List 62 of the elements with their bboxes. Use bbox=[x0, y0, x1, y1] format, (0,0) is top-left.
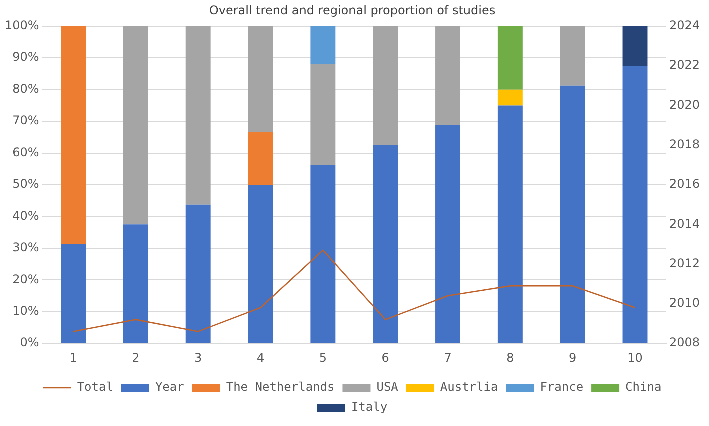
bar bbox=[123, 26, 148, 225]
y-tick-label: 40% bbox=[12, 208, 40, 223]
y2-tick-label: 2022 bbox=[669, 58, 700, 72]
bar bbox=[622, 66, 648, 344]
bar bbox=[61, 26, 86, 244]
legend-label: The Netherlands bbox=[226, 380, 335, 394]
bar bbox=[186, 204, 211, 344]
x-tick-label: 7 bbox=[444, 350, 452, 365]
y2-tick-label: 2018 bbox=[669, 137, 700, 152]
x-tick-label: 8 bbox=[506, 350, 514, 365]
y2-tick-label: 2012 bbox=[669, 256, 700, 270]
y-tick-label: 100% bbox=[4, 18, 40, 33]
x-tick-label: 9 bbox=[569, 350, 577, 365]
bar bbox=[248, 185, 274, 344]
bar bbox=[560, 86, 586, 344]
bar bbox=[310, 165, 336, 344]
y-tick-label: 20% bbox=[12, 272, 40, 286]
legend-label: USA bbox=[376, 380, 400, 394]
x-tick-label: 3 bbox=[194, 350, 202, 365]
y2-tick-label: 2016 bbox=[669, 177, 700, 192]
x-tick-label: 5 bbox=[319, 350, 327, 365]
y-tick-label: 70% bbox=[12, 114, 40, 128]
y-tick-label: 80% bbox=[12, 82, 40, 96]
bar bbox=[622, 26, 648, 66]
bar bbox=[373, 26, 398, 146]
bar bbox=[123, 224, 148, 344]
bar bbox=[436, 126, 460, 344]
legend-label: Austrlia bbox=[440, 380, 498, 394]
y2-tick-label: 2008 bbox=[669, 336, 700, 350]
y2-tick-label: 2020 bbox=[669, 98, 700, 112]
bar bbox=[310, 64, 336, 166]
bar bbox=[310, 26, 336, 64]
y-tick-label: 30% bbox=[12, 240, 40, 255]
bar bbox=[248, 132, 274, 185]
legend-label: Year bbox=[155, 380, 184, 394]
legend-label: France bbox=[540, 380, 584, 394]
y-tick-label: 0% bbox=[20, 336, 40, 350]
legend-label: China bbox=[626, 380, 662, 394]
y2-tick-label: 2010 bbox=[669, 296, 700, 310]
bar bbox=[186, 26, 211, 205]
x-tick-label: 2 bbox=[132, 350, 140, 365]
chart-title: Overall trend and regional proportion of studies bbox=[209, 3, 496, 18]
y-tick-label: 90% bbox=[12, 50, 40, 64]
x-tick-label: 10 bbox=[628, 350, 643, 365]
bar bbox=[498, 90, 523, 106]
y2-tick-label: 2014 bbox=[669, 216, 700, 231]
bar bbox=[61, 244, 86, 344]
y-tick-label: 60% bbox=[12, 145, 40, 160]
x-tick-label: 4 bbox=[256, 350, 265, 365]
legend-label: Total bbox=[77, 380, 114, 394]
bar bbox=[498, 106, 523, 344]
bar bbox=[436, 26, 460, 126]
bar bbox=[248, 26, 274, 132]
x-tick-label: 1 bbox=[70, 350, 78, 365]
bar bbox=[498, 26, 523, 90]
y-tick-label: 10% bbox=[12, 304, 40, 318]
x-tick-label: 6 bbox=[382, 350, 390, 365]
y2-tick-label: 2024 bbox=[669, 18, 700, 33]
legend-label: Italy bbox=[351, 400, 388, 414]
y-tick-label: 50% bbox=[12, 177, 40, 192]
bar bbox=[560, 26, 586, 86]
bar bbox=[373, 145, 398, 344]
